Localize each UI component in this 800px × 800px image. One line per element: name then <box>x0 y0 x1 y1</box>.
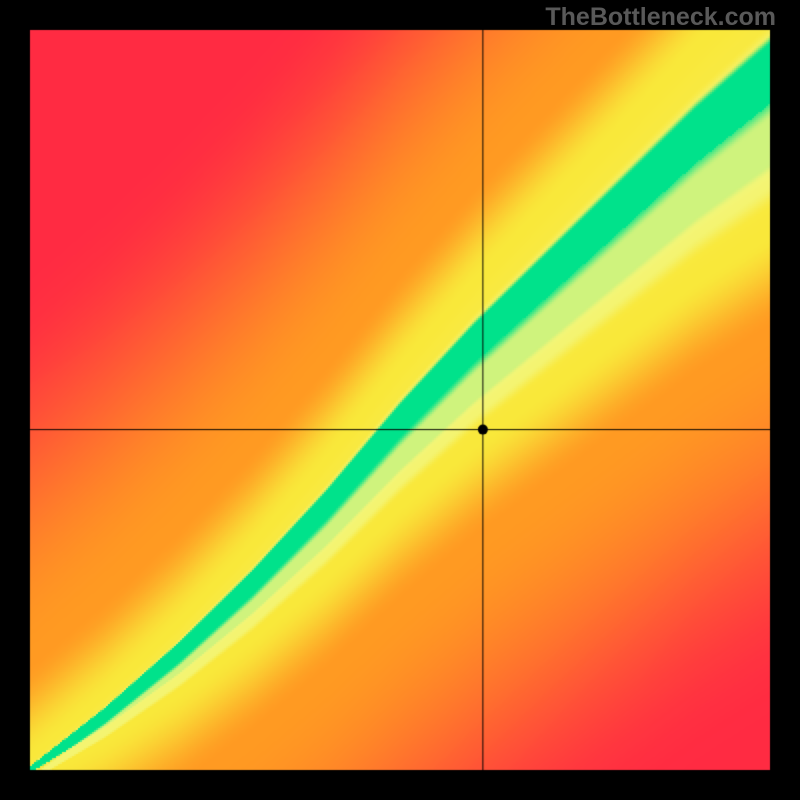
watermark-text: TheBottleneck.com <box>545 3 776 32</box>
chart-container: TheBottleneck.com <box>0 0 800 800</box>
heatmap-canvas <box>0 0 800 800</box>
heatmap-canvas-wrap <box>0 0 800 800</box>
